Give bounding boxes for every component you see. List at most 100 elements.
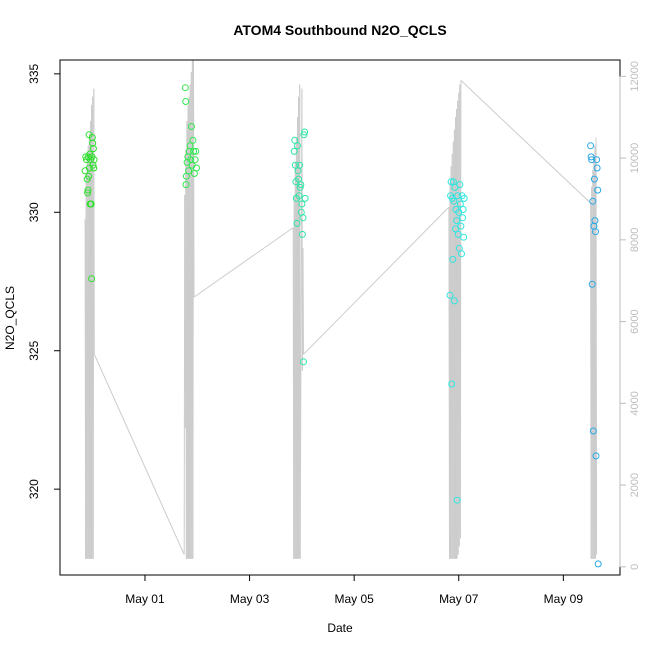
data-point bbox=[457, 222, 465, 230]
x-tick-label: May 01 bbox=[125, 592, 165, 606]
data-point bbox=[587, 142, 595, 150]
data-point bbox=[294, 142, 301, 150]
y-tick-label: 320 bbox=[27, 479, 41, 499]
data-point bbox=[90, 164, 98, 172]
data-point bbox=[90, 156, 98, 164]
series2-segment bbox=[193, 59, 195, 298]
y2-tick-label: 12000 bbox=[629, 61, 641, 92]
data-point bbox=[587, 153, 595, 161]
data-point bbox=[590, 175, 598, 183]
data-point bbox=[298, 230, 306, 238]
x-tick-label: May 03 bbox=[230, 592, 270, 606]
data-point bbox=[459, 206, 467, 213]
series2-segment bbox=[303, 206, 450, 355]
data-point bbox=[192, 147, 200, 155]
series2-segment bbox=[93, 354, 185, 555]
data-point bbox=[453, 217, 461, 225]
data-point bbox=[593, 156, 601, 164]
data-point bbox=[87, 200, 95, 208]
y2-tick-label: 8000 bbox=[629, 228, 641, 252]
data-point bbox=[300, 358, 307, 366]
data-point bbox=[301, 128, 309, 136]
series2-segment bbox=[302, 247, 304, 355]
data-point bbox=[84, 189, 92, 197]
data-point bbox=[188, 123, 195, 130]
data-point bbox=[454, 230, 462, 238]
data-point bbox=[456, 200, 464, 208]
y2-tick-label: 2000 bbox=[629, 473, 641, 497]
y-tick-label: 335 bbox=[27, 64, 41, 84]
data-point bbox=[85, 172, 93, 180]
data-point bbox=[450, 197, 458, 205]
data-point bbox=[588, 156, 596, 164]
series2-segment bbox=[193, 227, 294, 298]
data-point bbox=[186, 142, 194, 150]
data-point bbox=[295, 192, 303, 200]
data-point bbox=[447, 178, 455, 186]
data-point bbox=[191, 156, 199, 164]
data-point bbox=[450, 297, 458, 305]
data-point bbox=[589, 197, 597, 205]
x-tick-label: May 07 bbox=[439, 592, 479, 606]
y2-tick-label: 10000 bbox=[629, 143, 641, 174]
data-point bbox=[592, 452, 600, 460]
data-point bbox=[588, 280, 596, 288]
y-tick-label: 330 bbox=[27, 202, 41, 222]
data-point bbox=[460, 194, 468, 202]
x-tick-label: May 05 bbox=[334, 592, 374, 606]
data-point bbox=[296, 183, 304, 191]
data-point bbox=[297, 181, 305, 189]
data-point bbox=[593, 164, 601, 172]
data-point bbox=[293, 219, 301, 227]
data-point bbox=[448, 380, 456, 388]
data-point bbox=[290, 147, 298, 155]
data-point bbox=[592, 228, 599, 236]
series2-segment bbox=[595, 137, 598, 555]
data-point bbox=[291, 161, 299, 169]
data-point bbox=[299, 214, 307, 222]
data-point bbox=[189, 136, 197, 144]
y-axis-left: 320 325 330 335 bbox=[27, 64, 60, 499]
data-point bbox=[446, 291, 454, 299]
data-point bbox=[591, 217, 599, 225]
data-points bbox=[81, 84, 602, 568]
data-point bbox=[291, 136, 299, 144]
series2-segment bbox=[460, 80, 591, 204]
x-tick-label: May 09 bbox=[544, 592, 584, 606]
data-point bbox=[594, 186, 602, 194]
data-point bbox=[594, 560, 602, 568]
data-point bbox=[193, 164, 200, 172]
data-point bbox=[301, 194, 309, 202]
data-point bbox=[459, 214, 467, 222]
data-point bbox=[185, 167, 193, 175]
x-axis-title: Date bbox=[327, 621, 353, 635]
y-axis-right: 0 2000 4000 6000 8000 10000 12000 bbox=[619, 61, 641, 570]
series2-segment bbox=[93, 88, 95, 355]
x-axis: May 01 May 03 May 05 May 07 May 09 bbox=[125, 575, 583, 606]
series2-segment bbox=[459, 80, 462, 539]
data-point bbox=[182, 181, 190, 189]
y-tick-label: 325 bbox=[27, 340, 41, 360]
chart-title: ATOM4 Southbound N2O_QCLS bbox=[233, 22, 446, 38]
data-point bbox=[181, 84, 189, 92]
data-point bbox=[298, 200, 306, 208]
y2-tick-label: 6000 bbox=[629, 309, 641, 333]
secondary-series-lines bbox=[84, 59, 598, 559]
data-point bbox=[454, 192, 462, 200]
data-point bbox=[456, 181, 464, 189]
data-point bbox=[88, 275, 96, 283]
y2-tick-label: 0 bbox=[629, 564, 641, 570]
data-point bbox=[452, 225, 459, 233]
y-axis-title: N2O_QCLS bbox=[3, 286, 17, 350]
data-point bbox=[589, 427, 597, 435]
data-point bbox=[458, 250, 465, 258]
data-point bbox=[89, 145, 97, 153]
data-point bbox=[84, 186, 92, 194]
data-point bbox=[453, 496, 461, 504]
data-point bbox=[449, 255, 457, 263]
data-point bbox=[190, 147, 198, 155]
data-point bbox=[182, 98, 190, 105]
data-point bbox=[460, 233, 468, 241]
data-point bbox=[300, 131, 308, 139]
